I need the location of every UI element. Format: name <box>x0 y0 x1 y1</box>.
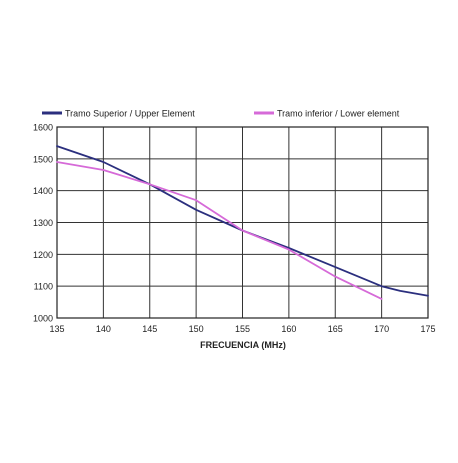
legend-label-2: Tramo inferior / Lower element <box>277 109 400 119</box>
plot-area-frame <box>56 126 429 319</box>
y-tick-label: 1000 <box>33 314 53 324</box>
x-tick-label: 170 <box>374 324 389 334</box>
y-tick-label: 1600 <box>33 123 53 133</box>
legend-label-1: Tramo Superior / Upper Element <box>65 109 195 119</box>
series-layer <box>56 145 429 300</box>
x-tick-label: 140 <box>96 324 111 334</box>
x-tick-label: 165 <box>328 324 343 334</box>
y-tick-labels: 1000 1100 1200 1300 1400 1500 1600 <box>33 123 53 324</box>
x-tick-label: 175 <box>420 324 435 334</box>
y-tick-label: 1300 <box>33 218 53 228</box>
x-tick-label: 160 <box>281 324 296 334</box>
x-tick-label: 145 <box>142 324 157 334</box>
y-tick-label: 1200 <box>33 250 53 260</box>
x-axis-label: FRECUENCIA (MHz) <box>200 340 286 350</box>
y-tick-label: 1100 <box>34 282 53 292</box>
y-tick-label: 1400 <box>33 186 53 196</box>
legend: Tramo Superior / Upper Element Tramo infe… <box>42 109 400 119</box>
series-line-2 <box>56 161 383 300</box>
y-tick-label: 1500 <box>33 154 53 164</box>
x-tick-labels: 135 140 145 150 155 160 165 170 175 <box>49 324 435 334</box>
x-tick-label: 150 <box>189 324 204 334</box>
x-tick-label: 155 <box>235 324 250 334</box>
grid <box>56 126 429 319</box>
x-tick-label: 135 <box>49 324 64 334</box>
